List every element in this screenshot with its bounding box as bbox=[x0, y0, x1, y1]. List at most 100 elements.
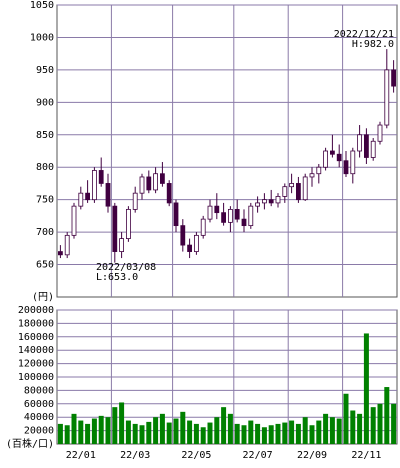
candle-body bbox=[295, 183, 301, 201]
volume-bar bbox=[302, 417, 308, 444]
y-tick-label: 40000 bbox=[24, 412, 54, 423]
candle-body bbox=[78, 192, 84, 207]
y-tick-label: 100000 bbox=[18, 372, 54, 383]
y-tick-label: 700 bbox=[36, 227, 54, 238]
volume-bar bbox=[357, 413, 363, 444]
candle-body bbox=[166, 183, 172, 204]
volume-bar bbox=[248, 420, 254, 444]
volume-bar bbox=[64, 425, 70, 444]
candle-body bbox=[173, 202, 179, 227]
volume-bar bbox=[363, 333, 369, 444]
volume-bar bbox=[214, 417, 220, 444]
annotation: H:982.0 bbox=[352, 39, 394, 50]
volume-bar bbox=[323, 413, 329, 444]
candle-body bbox=[180, 225, 186, 246]
candle-body bbox=[357, 134, 363, 152]
x-tick-label: 22/07 bbox=[243, 450, 273, 461]
candle-body bbox=[187, 244, 193, 252]
price-unit: (円) bbox=[32, 292, 54, 303]
y-tick-label: 1050 bbox=[30, 0, 54, 11]
candle-body bbox=[58, 251, 63, 256]
y-tick-label: 200000 bbox=[18, 305, 54, 316]
candle-body bbox=[377, 124, 383, 142]
volume-bar bbox=[193, 423, 199, 444]
y-tick-label: 800 bbox=[36, 162, 54, 173]
candle-body bbox=[241, 218, 247, 227]
volume-bar bbox=[309, 425, 315, 444]
candle-body bbox=[350, 150, 356, 175]
annotation: L:653.0 bbox=[96, 272, 138, 283]
volume-bar bbox=[391, 403, 397, 444]
x-tick-label: 22/11 bbox=[351, 450, 381, 461]
volume-bar bbox=[119, 402, 125, 444]
candle-body bbox=[153, 173, 159, 191]
volume-unit: (百株/口) bbox=[6, 437, 54, 450]
candle-body bbox=[323, 150, 329, 168]
x-tick-label: 22/05 bbox=[181, 450, 211, 461]
candle-body bbox=[71, 205, 77, 236]
candle-body bbox=[64, 234, 70, 256]
volume-bar bbox=[180, 411, 186, 444]
y-tick-label: 750 bbox=[36, 195, 54, 206]
candle-body bbox=[268, 199, 274, 204]
volume-bar bbox=[241, 425, 247, 444]
volume-bar bbox=[336, 418, 342, 444]
volume-bar bbox=[166, 422, 172, 444]
candle-body bbox=[146, 176, 152, 191]
candle-body bbox=[316, 166, 322, 175]
volume-bar bbox=[221, 407, 227, 444]
y-tick-label: 60000 bbox=[24, 399, 54, 410]
candle-body bbox=[119, 238, 124, 252]
candle-body bbox=[336, 153, 342, 162]
y-tick-label: 120000 bbox=[18, 359, 54, 370]
candle-body bbox=[92, 170, 97, 201]
volume-bar bbox=[227, 413, 233, 444]
candle-body bbox=[227, 208, 233, 223]
candle-body bbox=[200, 218, 206, 236]
y-tick-label: 160000 bbox=[18, 332, 54, 343]
volume-bar bbox=[370, 407, 376, 444]
volume-bar bbox=[105, 417, 111, 444]
x-tick-label: 22/09 bbox=[297, 450, 327, 461]
x-tick-label: 22/03 bbox=[120, 450, 150, 461]
volume-bar bbox=[261, 427, 267, 444]
volume-bar bbox=[85, 423, 91, 444]
candle-body bbox=[214, 205, 220, 214]
candle-body bbox=[132, 192, 138, 210]
candle-body bbox=[261, 199, 267, 204]
y-tick-label: 180000 bbox=[18, 318, 54, 329]
volume-bar bbox=[153, 417, 159, 444]
volume-bar bbox=[350, 410, 356, 444]
candle-body bbox=[85, 192, 90, 201]
volume-bar bbox=[295, 423, 301, 444]
candle-body bbox=[193, 234, 199, 252]
y-tick-label: 80000 bbox=[24, 385, 54, 396]
candle-body bbox=[234, 208, 240, 220]
candle-body bbox=[112, 205, 118, 252]
y-tick-label: 850 bbox=[36, 130, 54, 141]
candle-body bbox=[221, 212, 227, 223]
volume-bar bbox=[255, 423, 261, 444]
volume-bar bbox=[139, 425, 145, 444]
candle-body bbox=[126, 208, 131, 239]
candle-body bbox=[275, 196, 281, 204]
y-tick-label: 650 bbox=[36, 260, 54, 271]
volume-bar bbox=[275, 423, 281, 444]
candle-body bbox=[207, 205, 213, 220]
volume-bar bbox=[329, 417, 335, 444]
volume-bar bbox=[343, 393, 349, 444]
candle-body bbox=[98, 170, 104, 184]
volume-bar bbox=[289, 420, 295, 444]
candle-body bbox=[363, 134, 369, 158]
volume-bar bbox=[71, 413, 77, 444]
candle-body bbox=[329, 150, 335, 155]
candle-body bbox=[309, 173, 315, 178]
candle-body bbox=[343, 160, 349, 175]
y-tick-label: 950 bbox=[36, 65, 54, 76]
volume-bar bbox=[57, 423, 63, 444]
candle-body bbox=[384, 69, 390, 126]
candle-body bbox=[105, 183, 111, 207]
candle-body bbox=[255, 202, 261, 207]
volume-bar bbox=[112, 407, 118, 444]
